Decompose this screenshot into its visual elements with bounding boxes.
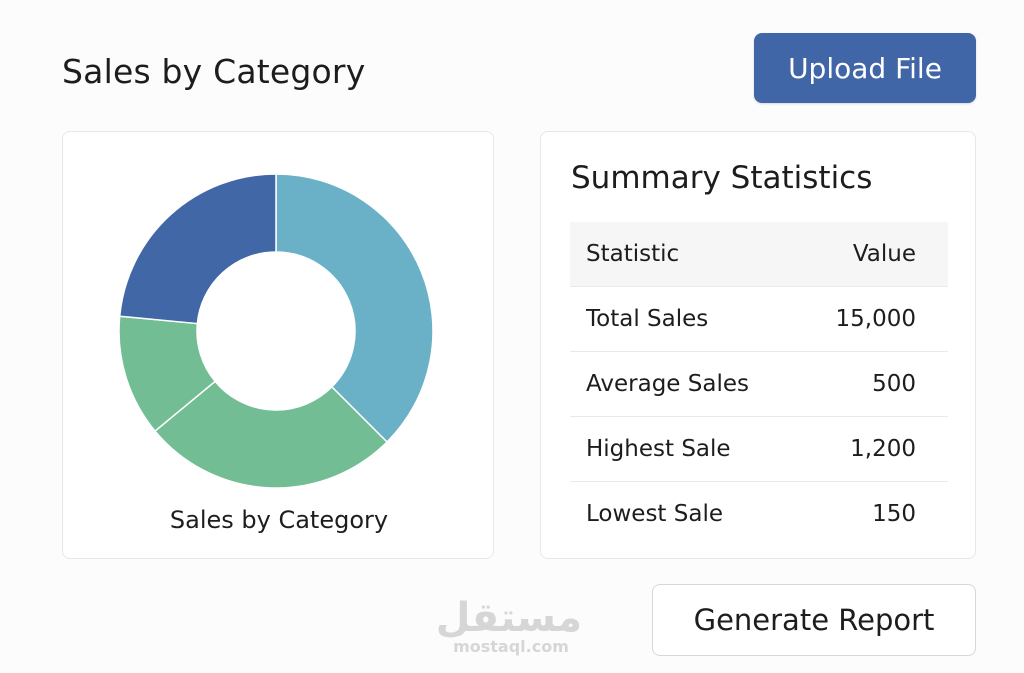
table-row: Total Sales 15,000: [570, 286, 948, 352]
statistic-label: Total Sales: [570, 286, 805, 352]
donut-slice-1: [275, 173, 434, 444]
chart-card: Sales by Category: [62, 131, 494, 559]
column-header-value: Value: [804, 222, 948, 287]
table-header-row: Statistic Value: [570, 222, 948, 287]
mostaql-watermark: مستقل mostaql.com: [435, 595, 582, 656]
statistic-label: Lowest Sale: [586, 501, 723, 527]
column-header-statistic: Statistic: [570, 222, 805, 287]
page-title: Sales by Category: [62, 52, 366, 91]
statistic-value: 15,000: [804, 286, 948, 352]
donut-chart: [118, 173, 434, 489]
statistic-value: 150: [872, 501, 916, 527]
summary-statistics-card: Summary Statistics Statistic Value Total…: [540, 131, 976, 559]
donut-slice-2: [153, 380, 389, 489]
generate-report-button[interactable]: Generate Report: [652, 584, 976, 656]
watermark-latin-text: mostaql.com: [453, 637, 569, 656]
table-row: Highest Sale 1,200: [570, 416, 948, 482]
summary-statistics-title: Summary Statistics: [571, 160, 873, 196]
table-row: Average Sales 500: [570, 351, 948, 417]
statistic-label: Highest Sale: [570, 416, 805, 482]
chart-caption: Sales by Category: [169, 506, 389, 534]
upload-file-button[interactable]: Upload File: [754, 33, 976, 103]
summary-statistics-table: Statistic Value Total Sales 15,000 Avera…: [570, 222, 948, 546]
statistic-value: 500: [804, 351, 948, 417]
donut-slice-4: [118, 173, 277, 325]
statistic-value: 1,200: [804, 416, 948, 482]
statistic-label: Average Sales: [570, 351, 805, 417]
watermark-arabic-text: مستقل: [435, 595, 582, 641]
table-row: Lowest Sale 150: [570, 482, 948, 547]
